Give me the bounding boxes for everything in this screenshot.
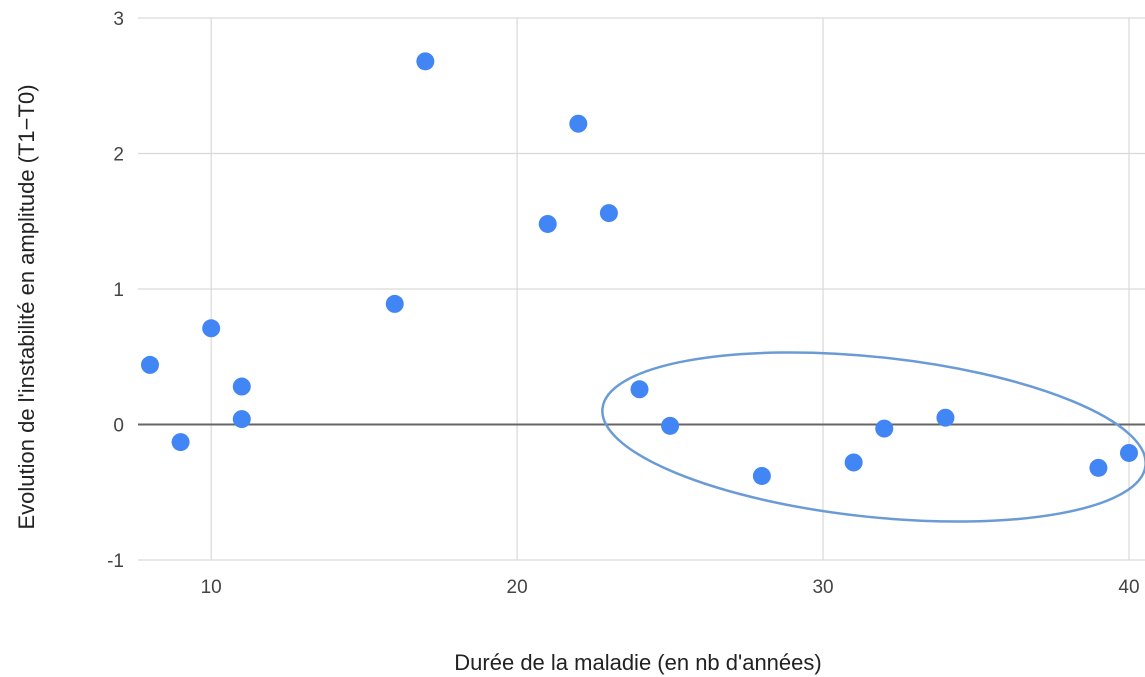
data-point [752,466,771,485]
data-point [661,416,680,435]
x-axis-title: Durée de la maladie (en nb d'années) [454,650,821,675]
data-point [599,204,618,223]
data-point [538,214,557,233]
x-tick-label: 30 [812,577,833,598]
data-point [1120,443,1138,462]
y-tick-label: 2 [113,145,124,166]
data-point [171,433,190,452]
y-axis-title: Evolution de l'instabilité en amplitude … [14,84,39,529]
x-tick-label: 40 [1118,577,1139,598]
gridlines [138,17,1145,561]
data-point [232,410,251,429]
y-axis-ticks: -1 0 1 2 3 [107,9,124,572]
data-point [141,355,159,374]
data-point [202,319,221,338]
data-point [1089,458,1108,477]
data-points [141,52,1138,485]
data-point [875,419,894,438]
x-tick-label: 20 [507,577,528,598]
y-tick-label: 0 [113,416,124,437]
y-tick-label: 1 [113,280,124,301]
data-point [385,294,404,313]
data-point [569,114,588,133]
y-tick-label: 3 [113,9,124,30]
x-axis-ticks: 10 20 30 40 [201,577,1140,598]
data-point [416,52,435,71]
data-point [844,453,863,472]
highlight-ellipse-annotation [601,351,1145,523]
data-point [630,380,649,399]
x-tick-label: 10 [201,577,222,598]
data-point [936,408,955,427]
y-tick-label: -1 [107,551,124,572]
data-point [232,377,251,396]
